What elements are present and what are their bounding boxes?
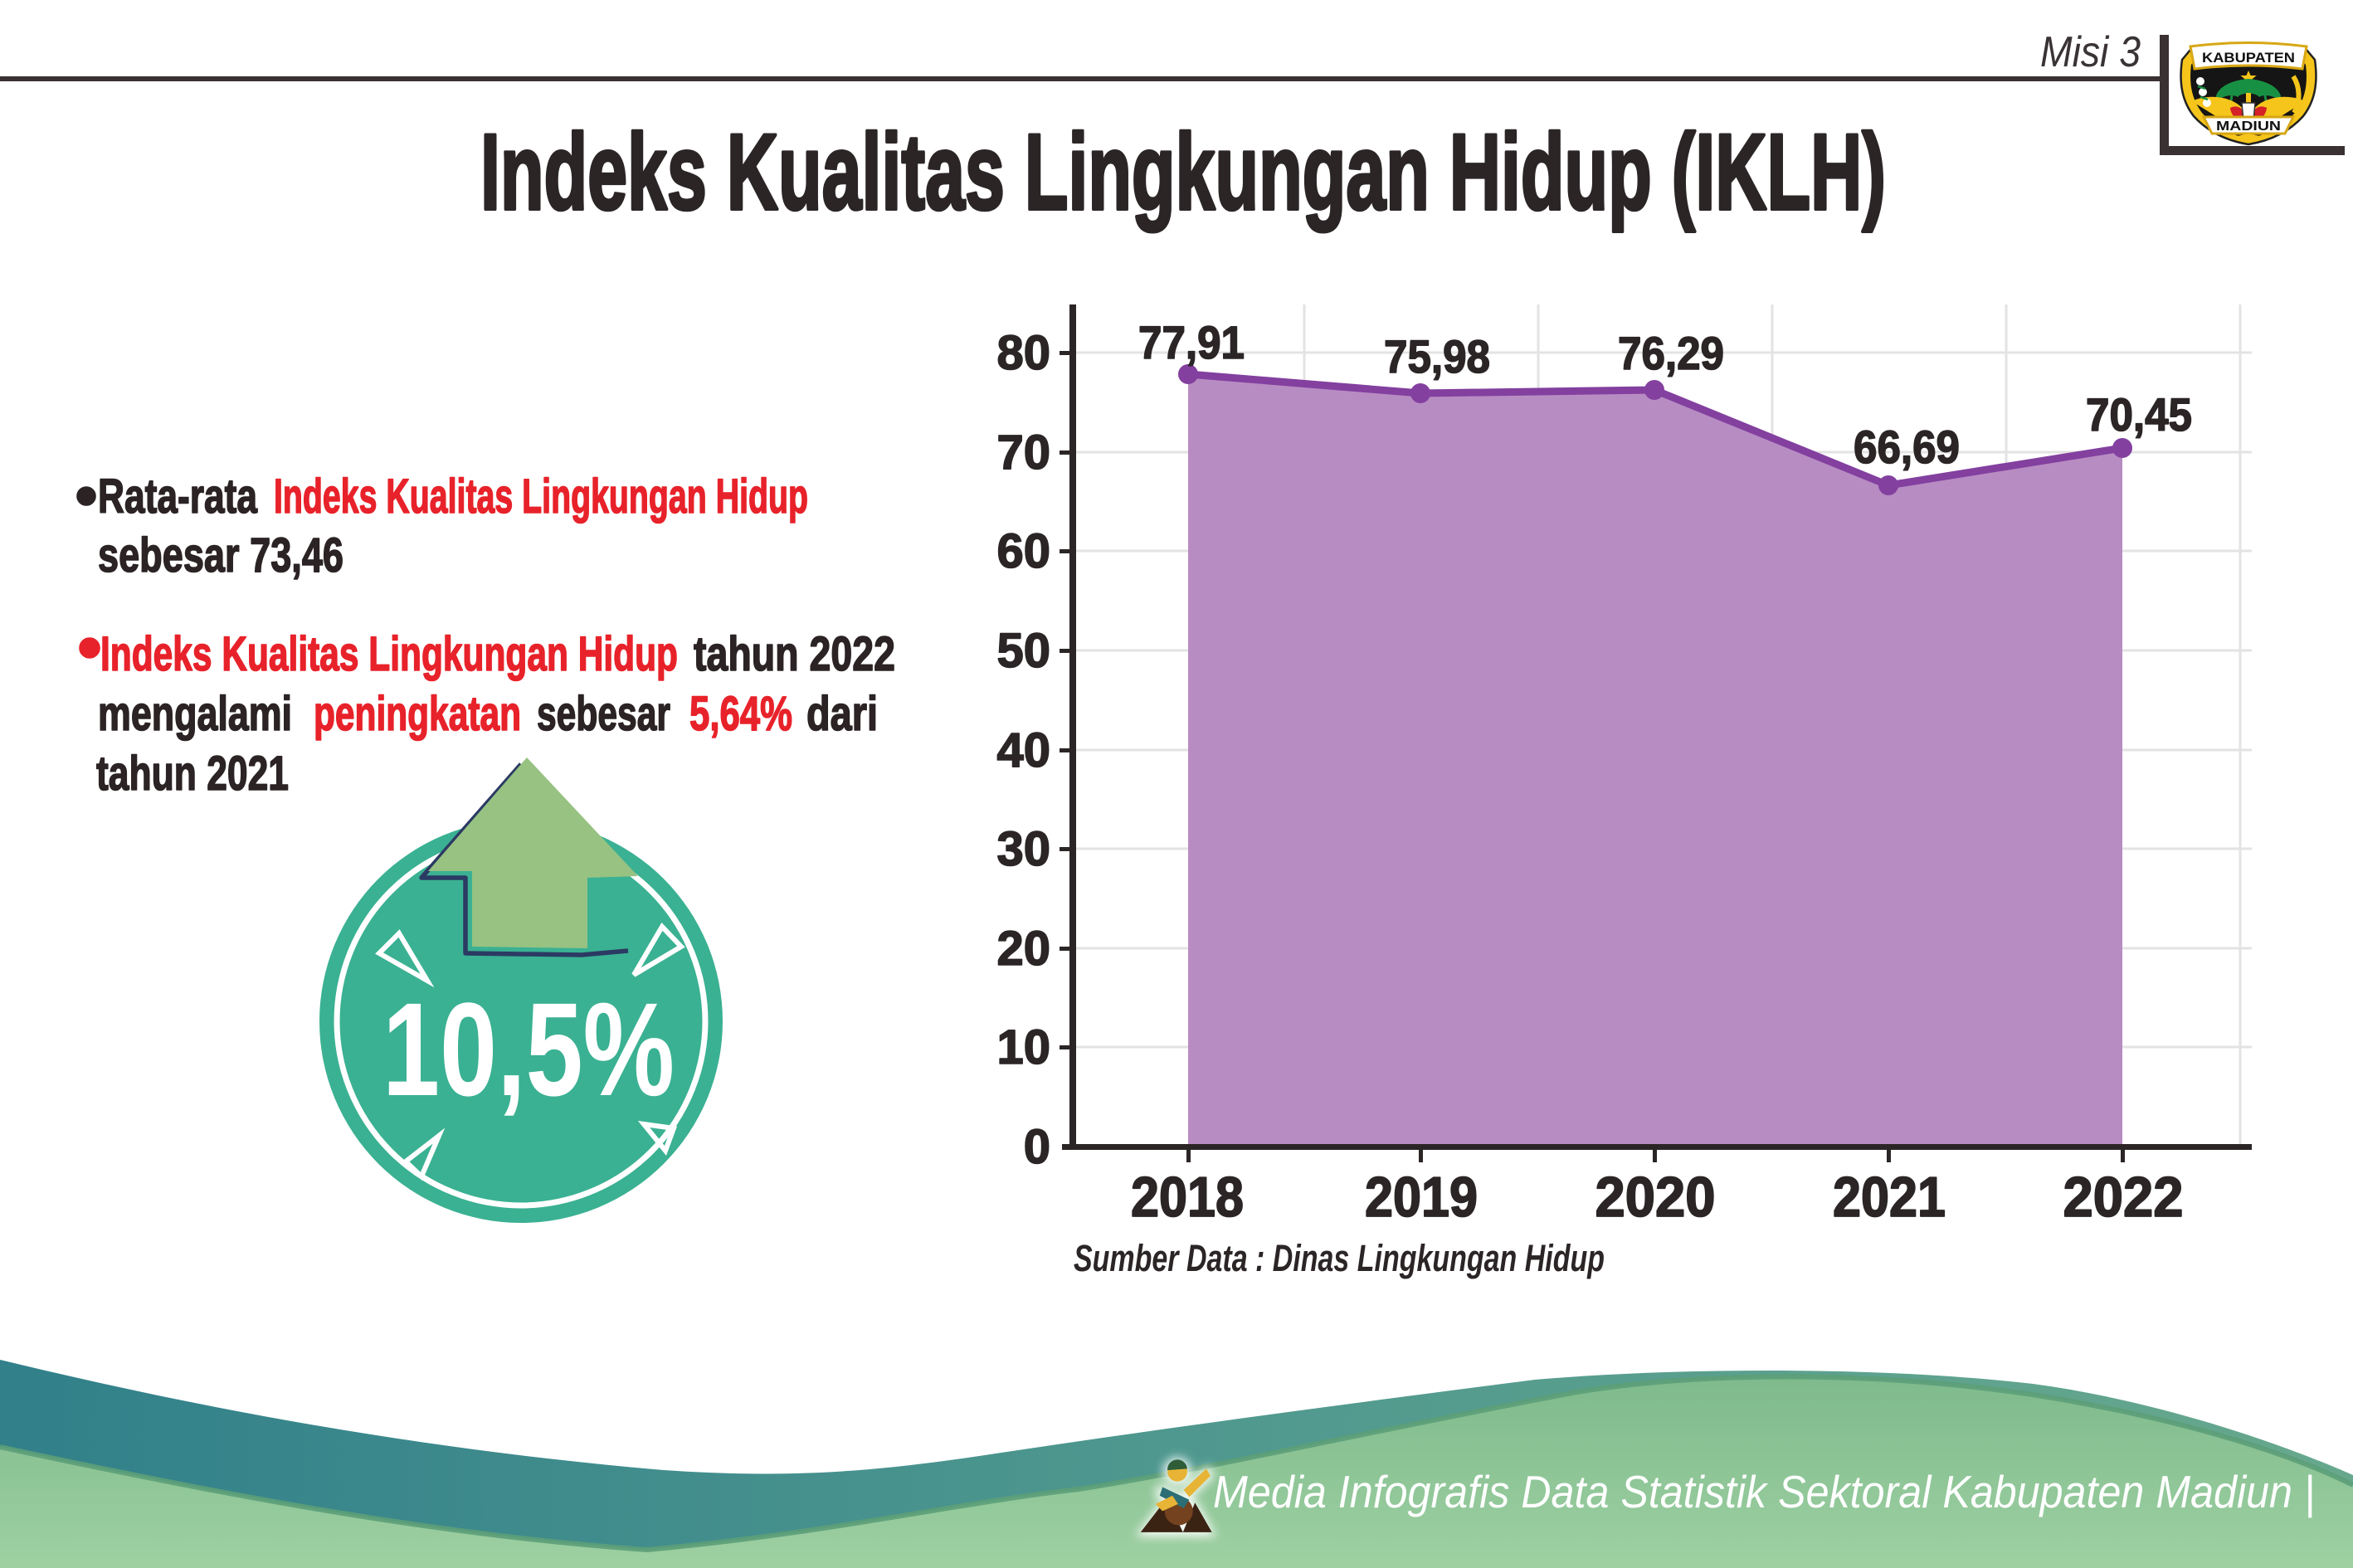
svg-text:0: 0: [1024, 1120, 1050, 1174]
svg-text:5,64%: 5,64%: [689, 687, 792, 741]
svg-text:66,69: 66,69: [1854, 421, 1960, 473]
svg-text:70: 70: [996, 426, 1050, 480]
svg-text:tahun 2021: tahun 2021: [96, 747, 289, 801]
svg-text:Indeks Kualitas Lingkungan Hid: Indeks Kualitas Lingkungan Hidup (IKLH): [480, 111, 1886, 232]
svg-text:Media Infografis Data Statisti: Media Infografis Data Statistik Sektoral…: [1213, 1466, 2315, 1518]
svg-text:76,29: 76,29: [1618, 327, 1724, 379]
svg-text:30: 30: [996, 822, 1050, 876]
svg-text:KABUPATEN: KABUPATEN: [2202, 50, 2295, 66]
svg-text:MADIUN: MADIUN: [2216, 119, 2281, 134]
svg-text:Misi 3: Misi 3: [2040, 28, 2141, 76]
svg-text:77,91: 77,91: [1138, 316, 1245, 368]
svg-text:Sumber Data : Dinas Lingkungan: Sumber Data : Dinas Lingkungan Hidup: [1074, 1237, 1605, 1279]
svg-text:70,45: 70,45: [2086, 388, 2192, 441]
svg-text:sebesar: sebesar: [537, 687, 670, 741]
svg-text:60: 60: [996, 524, 1050, 578]
svg-text:tahun 2022: tahun 2022: [694, 627, 895, 681]
svg-text:20: 20: [996, 922, 1050, 976]
svg-text:75,98: 75,98: [1384, 330, 1490, 382]
svg-text:50: 50: [996, 624, 1050, 678]
svg-text:2020: 2020: [1595, 1166, 1716, 1229]
svg-text:2021: 2021: [1833, 1166, 1946, 1229]
svg-text:40: 40: [996, 723, 1050, 777]
svg-text:2019: 2019: [1365, 1166, 1478, 1229]
svg-text:10,5%: 10,5%: [382, 975, 675, 1123]
svg-text:10: 10: [996, 1020, 1050, 1074]
svg-text:80: 80: [996, 326, 1050, 380]
svg-text:sebesar 73,46: sebesar 73,46: [98, 528, 343, 582]
svg-text:peningkatan: peningkatan: [314, 687, 521, 741]
svg-text:Indeks Kualitas Lingkungan Hid: Indeks Kualitas Lingkungan Hidup: [274, 470, 808, 523]
svg-text:2022: 2022: [2063, 1166, 2184, 1229]
svg-text:mengalami: mengalami: [98, 687, 292, 741]
svg-text:2018: 2018: [1131, 1166, 1244, 1229]
svg-text:Indeks Kualitas Lingkungan Hid: Indeks Kualitas Lingkungan Hidup: [100, 627, 678, 681]
svg-text:dari: dari: [806, 687, 878, 741]
svg-text:Rata-rata: Rata-rata: [98, 470, 258, 523]
